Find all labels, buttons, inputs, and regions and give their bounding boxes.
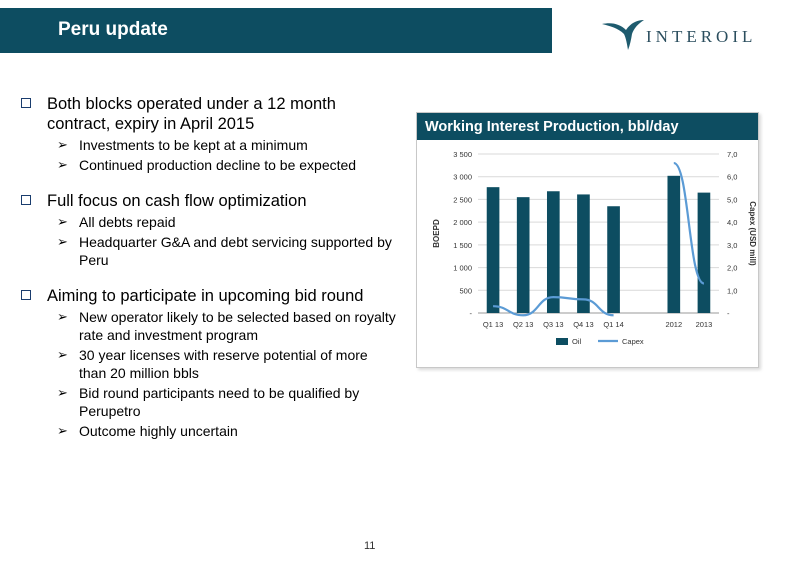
oil-bar (516, 197, 530, 313)
y-tick-label: 2 000 (453, 218, 472, 227)
sub-bullet-text: Headquarter G&A and debt servicing suppo… (79, 234, 392, 268)
y2-tick-label: 6,0 (727, 173, 737, 182)
x-tick-label: 2012 (665, 320, 682, 329)
x-tick-label: Q1 13 (483, 320, 503, 329)
sub-bullet: ➢ Bid round participants need to be quali… (17, 384, 397, 420)
x-tick-label: Q2 13 (513, 320, 533, 329)
sub-bullet-text: Bid round participants need to be qualif… (79, 385, 360, 419)
y2-tick-label: 1,0 (727, 286, 737, 295)
y-tick-label: 1 500 (453, 241, 472, 250)
arrow-bullet-icon: ➢ (57, 157, 68, 172)
oil-bar (667, 175, 681, 313)
legend-capex-label: Capex (622, 337, 644, 346)
arrow-bullet-icon: ➢ (57, 309, 68, 324)
capex-line (673, 161, 705, 285)
checkbox-bullet-icon (21, 98, 31, 108)
x-tick-label: Q4 13 (573, 320, 593, 329)
arrow-bullet-icon: ➢ (57, 214, 68, 229)
sub-bullet: ➢ Outcome highly uncertain (17, 422, 397, 440)
y-tick-label: 2 500 (453, 195, 472, 204)
y2-tick-label: - (727, 309, 730, 318)
sub-bullet: ➢ Continued production decline to be expe… (17, 156, 397, 174)
interoil-logo (602, 20, 644, 50)
y2-axis-label: Capex (USD mill) (748, 201, 757, 266)
arrow-bullet-icon: ➢ (57, 423, 68, 438)
oil-bar (607, 206, 620, 313)
capex-line (493, 295, 614, 317)
bullet-2: Full focus on cash flow optimization (17, 191, 397, 211)
sub-bullet: ➢ New operator likely to be selected base… (17, 308, 397, 344)
sub-bullet-text: Outcome highly uncertain (79, 423, 238, 439)
arrow-bullet-icon: ➢ (57, 137, 68, 152)
y2-tick-label: 4,0 (727, 218, 737, 227)
x-tick-label: Q3 13 (543, 320, 563, 329)
production-chart: - 500 1 000 1 500 2 000 2 500 3 000 3 500 - 1,0 2,… (432, 150, 757, 346)
bullet-text: Full focus on cash flow optimization (47, 192, 307, 210)
chart-title: Working Interest Production, bbl/day (425, 119, 679, 135)
oil-bar (577, 194, 590, 313)
x-tick-label: 2013 (696, 320, 713, 329)
y-tick-label: 3 000 (453, 173, 472, 182)
checkbox-bullet-icon (21, 290, 31, 300)
y-axis-label: BOEPD (432, 219, 441, 248)
checkbox-bullet-icon (21, 195, 31, 205)
bullet-text: Aiming to participate in upcoming bid ro… (47, 287, 364, 305)
legend-oil-label: Oil (572, 337, 582, 346)
y-tick-label: 3 500 (453, 150, 472, 159)
y-tick-label: 500 (459, 286, 472, 295)
oil-bar (486, 187, 500, 313)
y2-tick-label: 7,0 (727, 150, 737, 159)
sub-bullet-text: New operator likely to be selected based… (79, 309, 396, 343)
arrow-bullet-icon: ➢ (57, 234, 68, 249)
sub-bullet-text: 30 year licenses with reserve potential … (79, 347, 368, 381)
chart-panel: Working Interest Production, bbl/day - 50… (416, 112, 759, 368)
y2-tick-label: 5,0 (727, 195, 737, 204)
page-title: Peru update (58, 19, 168, 40)
legend-oil-swatch (556, 338, 568, 345)
sub-bullet: ➢ All debts repaid (17, 213, 397, 231)
sub-bullet: ➢ Headquarter G&A and debt servicing supp… (17, 233, 397, 269)
arrow-bullet-icon: ➢ (57, 385, 68, 400)
y-tick-label: - (470, 309, 473, 318)
bullet-1: Both blocks operated under a 12 month co… (17, 94, 397, 134)
title-bar: Peru update (0, 8, 552, 53)
sub-bullet-text: Continued production decline to be expec… (79, 157, 357, 173)
x-tick-label: Q1 14 (603, 320, 623, 329)
logo-text: INTEROIL (646, 27, 757, 46)
whale-tail-icon (602, 20, 644, 50)
oil-bar (697, 192, 711, 313)
page-number: 11 (364, 540, 376, 552)
y-tick-label: 1 000 (453, 264, 472, 273)
bullet-list: Both blocks operated under a 12 month co… (17, 94, 397, 442)
y2-tick-label: 3,0 (727, 241, 737, 250)
oil-bar (546, 191, 560, 313)
sub-bullet-text: Investments to be kept at a minimum (79, 137, 308, 153)
chart-title-bar: Working Interest Production, bbl/day (417, 113, 758, 140)
sub-bullet: ➢ 30 year licenses with reserve potential… (17, 346, 397, 382)
arrow-bullet-icon: ➢ (57, 347, 68, 362)
bullet-text: Both blocks operated under a 12 month co… (47, 95, 336, 133)
y2-tick-label: 2,0 (727, 264, 737, 273)
sub-bullet-text: All debts repaid (79, 214, 176, 230)
bullet-3: Aiming to participate in upcoming bid ro… (17, 286, 397, 306)
sub-bullet: ➢ Investments to be kept at a minimum (17, 136, 397, 154)
